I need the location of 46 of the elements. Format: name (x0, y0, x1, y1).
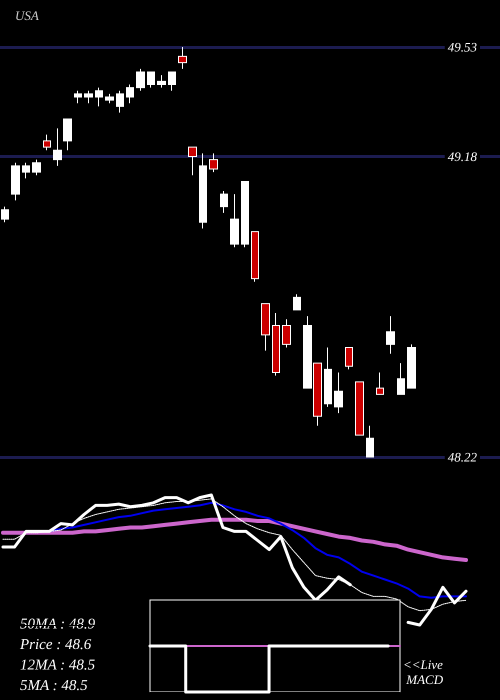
candlestick (407, 344, 416, 389)
candlestick (168, 71, 176, 92)
candlestick (199, 152, 207, 229)
candlestick (293, 294, 301, 310)
candlestick (178, 46, 187, 70)
candlestick (251, 231, 259, 282)
candlestick (43, 134, 51, 151)
candlestick (355, 381, 364, 436)
candlestick (32, 159, 41, 176)
candlestick (53, 128, 62, 166)
candlestick (84, 90, 93, 104)
text: USA (15, 8, 39, 23)
y-tick-label: 48.22 (448, 450, 478, 464)
candlestick (220, 190, 228, 214)
candlestick (334, 372, 343, 414)
candlestick (157, 74, 166, 88)
candlestick (386, 316, 395, 354)
candlestick (209, 152, 218, 173)
candlestick (74, 90, 82, 104)
text: <<Live MACD (403, 657, 444, 687)
candlestick (116, 90, 124, 114)
candlestick (95, 87, 103, 107)
candlestick (136, 68, 145, 92)
candlestick (241, 181, 249, 248)
candlestick (324, 346, 332, 408)
candlestick (105, 93, 114, 104)
candlestick (397, 362, 405, 395)
candlestick (366, 425, 374, 458)
candlestick (261, 303, 270, 352)
candlestick (272, 312, 280, 376)
candlestick (230, 194, 239, 248)
candlestick (126, 84, 134, 104)
text: Price : 48.6 (19, 637, 92, 653)
candlestick (1, 206, 9, 223)
y-tick-label: 49.53 (448, 39, 478, 54)
candlestick (376, 372, 384, 395)
y-tick-label: 49.18 (448, 149, 478, 164)
candlestick (282, 318, 291, 348)
candlestick (22, 162, 30, 179)
text: 12MA : 48.5 (20, 658, 96, 674)
candlestick (188, 146, 197, 176)
candlestick (147, 71, 155, 88)
text: 5MA : 48.5 (20, 678, 88, 694)
candlestick (345, 346, 353, 370)
candlestick (63, 118, 72, 151)
candlestick (11, 162, 20, 201)
